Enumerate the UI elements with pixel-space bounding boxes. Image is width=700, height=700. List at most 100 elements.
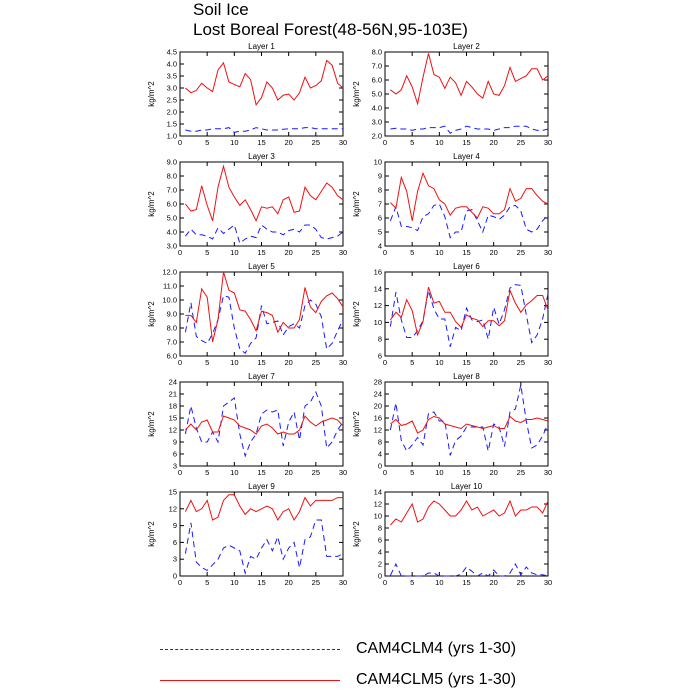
x-tick-label: 0 [178, 358, 182, 367]
y-axis-label: kg/m^2 [352, 411, 361, 437]
y-tick-label: 10 [374, 318, 382, 327]
series-line-clm5 [390, 499, 549, 526]
series-line-clm5 [390, 415, 549, 434]
x-tick-label: 25 [312, 138, 320, 147]
y-tick-label: 12 [169, 504, 177, 513]
y-tick-label: 2.0 [167, 108, 177, 117]
x-tick-label: 30 [339, 248, 347, 257]
y-tick-label: 10 [374, 512, 382, 521]
panel-4: Layer 4 kg/m^2 0 5 10 15 20 25 30 4 5 6 7 8 9 10 [352, 152, 552, 257]
x-tick-label: 5 [205, 468, 209, 477]
x-tick-label: 0 [383, 248, 387, 257]
y-tick-label: 6 [378, 536, 382, 545]
x-tick-label: 30 [544, 468, 552, 477]
y-tick-label: 5.0 [167, 214, 177, 223]
series-line-clm5 [185, 271, 344, 343]
x-tick-label: 15 [462, 358, 470, 367]
panel-title: Layer 2 [453, 42, 480, 51]
x-tick-label: 20 [284, 578, 292, 587]
y-tick-label: 18 [169, 402, 177, 411]
x-tick-label: 0 [178, 248, 182, 257]
y-axis-label: kg/m^2 [352, 191, 361, 217]
y-tick-label: 8 [378, 186, 382, 195]
y-tick-label: 4 [378, 450, 382, 459]
y-axis-label: kg/m^2 [352, 521, 361, 547]
y-tick-label: 8.0 [167, 172, 177, 181]
y-tick-label: 21 [169, 390, 177, 399]
x-tick-label: 15 [257, 578, 265, 587]
panel-title: Layer 8 [453, 372, 480, 381]
series-line-clm5 [390, 53, 549, 106]
x-tick-label: 30 [544, 358, 552, 367]
series-line-clm5 [390, 171, 549, 221]
y-tick-label: 2.0 [372, 132, 382, 141]
legend-label-clm4: CAM4CLM4 (yrs 1-30) [356, 640, 517, 657]
x-tick-label: 25 [312, 358, 320, 367]
x-tick-label: 0 [178, 578, 182, 587]
y-tick-label: 3 [173, 555, 177, 564]
panel-title: Layer 5 [248, 262, 275, 271]
x-tick-label: 5 [410, 248, 414, 257]
x-tick-label: 25 [312, 468, 320, 477]
y-tick-label: 14 [374, 284, 382, 293]
series-line-clm4 [185, 127, 343, 133]
x-tick-label: 5 [410, 578, 414, 587]
x-tick-label: 30 [544, 578, 552, 587]
series-line-clm4 [184, 390, 344, 458]
x-tick-label: 0 [383, 138, 387, 147]
plot-frame [179, 51, 344, 137]
y-axis-label: kg/m^2 [352, 81, 361, 107]
x-tick-label: 10 [435, 358, 443, 367]
series-line-clm4 [184, 295, 344, 354]
x-tick-label: 20 [284, 468, 292, 477]
y-tick-label: 4 [378, 242, 382, 251]
y-tick-label: 8 [378, 335, 382, 344]
y-tick-label: 4.0 [167, 60, 177, 69]
y-tick-label: 3.0 [372, 118, 382, 127]
panel-9: Layer 9 kg/m^2 0 5 10 15 20 25 30 0 3 6 9 12 15 [147, 482, 347, 587]
panel-5: Layer 5 kg/m^2 0 5 10 15 20 25 30 6.0 7.0 8.0 9.0 10.… [147, 262, 347, 367]
series-line-clm4 [389, 384, 549, 456]
panel-title: Layer 4 [453, 152, 480, 161]
y-tick-label: 6 [173, 538, 177, 547]
x-tick-label: 15 [462, 468, 470, 477]
y-tick-label: 8.0 [167, 324, 177, 333]
y-axis-label: kg/m^2 [147, 191, 156, 217]
panel-title: Layer 3 [248, 152, 275, 161]
x-tick-label: 20 [284, 138, 292, 147]
y-tick-label: 15 [169, 488, 177, 497]
x-tick-label: 10 [435, 138, 443, 147]
series-line-clm4 [185, 224, 344, 245]
y-tick-label: 6.0 [167, 200, 177, 209]
panel-title: Layer 1 [248, 42, 275, 51]
x-tick-label: 20 [489, 138, 497, 147]
y-tick-label: 4 [378, 548, 382, 557]
x-tick-label: 20 [489, 358, 497, 367]
series-line-clm4 [389, 562, 549, 577]
legend-line-solid [160, 680, 340, 681]
y-tick-label: 12 [374, 426, 382, 435]
y-tick-label: 6.0 [372, 76, 382, 85]
x-tick-label: 15 [257, 468, 265, 477]
y-tick-label: 24 [374, 390, 382, 399]
y-tick-label: 8 [378, 524, 382, 533]
y-tick-label: 6 [173, 450, 177, 459]
series-line-clm5 [185, 59, 344, 106]
y-tick-label: 3.0 [167, 84, 177, 93]
y-tick-label: 5.0 [372, 90, 382, 99]
x-tick-label: 15 [257, 138, 265, 147]
y-tick-label: 16 [374, 268, 382, 277]
y-tick-label: 4.5 [167, 48, 177, 57]
panel-title: Layer 7 [248, 372, 275, 381]
x-tick-label: 15 [257, 358, 265, 367]
y-tick-label: 8 [378, 438, 382, 447]
y-tick-label: 8.0 [372, 48, 382, 57]
x-tick-label: 10 [230, 468, 238, 477]
y-tick-label: 9 [173, 438, 177, 447]
legend-label-clm5: CAM4CLM5 (yrs 1-30) [356, 671, 517, 688]
y-axis-label: kg/m^2 [147, 81, 156, 107]
x-tick-label: 10 [230, 138, 238, 147]
series-line-clm5 [185, 164, 344, 223]
x-tick-label: 5 [205, 138, 209, 147]
